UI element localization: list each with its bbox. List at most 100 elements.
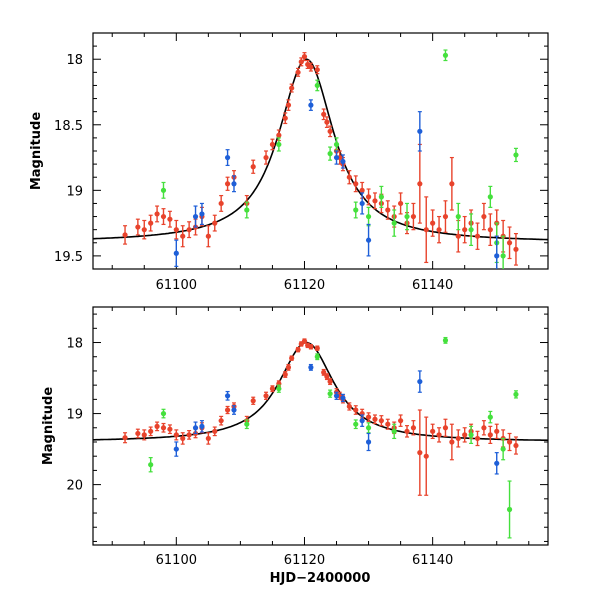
- bottom-red-point: [173, 429, 179, 441]
- top-red-point: [250, 159, 256, 174]
- bottom-blue-point: [308, 363, 314, 371]
- top-panel-marks: 61100 61120 61140 18 18.5 19 19.5: [54, 32, 548, 293]
- top-blue-point: [333, 150, 340, 165]
- bottom-y-tick-label: 19: [66, 408, 83, 423]
- bottom-green-point: [244, 419, 250, 430]
- bottom-red-point: [462, 427, 468, 443]
- bottom-red-point: [327, 378, 333, 386]
- bottom-red-point: [282, 371, 288, 378]
- top-red-point: [154, 205, 160, 223]
- top-green-point: [378, 185, 384, 208]
- bottom-red-point: [160, 422, 167, 433]
- bottom-red-point: [474, 430, 481, 447]
- bottom-red-point: [442, 418, 449, 437]
- bottom-red-point: [506, 432, 513, 452]
- top-red-point: [160, 208, 167, 226]
- bottom-data-layer: [93, 336, 548, 539]
- top-y-tick-label: 19: [66, 184, 83, 199]
- top-green-point: [487, 185, 493, 208]
- top-red-point: [167, 210, 173, 228]
- top-red-point: [410, 202, 417, 231]
- bottom-red-point: [301, 338, 308, 344]
- bottom-red-point: [122, 432, 128, 444]
- top-blue-point: [417, 111, 423, 152]
- top-red-point: [289, 83, 295, 93]
- top-red-point: [186, 221, 192, 239]
- bottom-blue-point: [333, 391, 340, 400]
- bottom-red-point: [324, 373, 330, 381]
- bottom-model-curve: [93, 341, 548, 442]
- bottom-red-point: [487, 425, 493, 445]
- top-green-point: [513, 147, 519, 163]
- top-red-point: [298, 57, 304, 67]
- bottom-y-axis-label: Magnitude: [41, 387, 56, 466]
- top-green-point: [160, 181, 167, 199]
- top-red-point: [462, 215, 468, 244]
- top-blue-point: [494, 235, 500, 269]
- bottom-green-point: [276, 384, 282, 393]
- top-green-point: [244, 201, 250, 219]
- top-red-point: [173, 219, 179, 240]
- top-red-point: [218, 194, 224, 212]
- bottom-red-point: [167, 424, 173, 435]
- bottom-red-point: [250, 396, 256, 405]
- bottom-y-tick-label: 20: [66, 479, 83, 494]
- bottom-red-point: [224, 405, 231, 415]
- top-panel: 61100 61120 61140 18 18.5 19 19.5 Magnitude: [29, 32, 549, 293]
- top-red-point: [417, 143, 423, 224]
- bottom-green-point: [160, 408, 167, 419]
- bottom-red-point: [154, 421, 160, 432]
- top-red-point: [135, 218, 141, 236]
- bottom-red-point: [295, 346, 301, 353]
- top-x-tick-label: 61140: [412, 278, 453, 293]
- top-red-point: [481, 202, 487, 231]
- bottom-red-point: [513, 436, 519, 455]
- bottom-panel-frame: [92, 306, 549, 546]
- bottom-green-point: [353, 419, 359, 430]
- top-red-point: [269, 138, 276, 151]
- bottom-green-point: [506, 480, 513, 539]
- top-blue-point: [173, 239, 179, 267]
- top-red-point: [487, 213, 493, 246]
- bottom-red-point: [372, 414, 378, 425]
- top-red-point: [436, 215, 442, 244]
- top-red-point: [212, 214, 218, 232]
- bottom-green-point: [513, 390, 519, 399]
- top-green-point: [327, 146, 333, 161]
- bottom-red-point: [423, 416, 429, 496]
- top-red-point: [295, 67, 301, 77]
- top-green-point: [365, 206, 372, 227]
- bottom-x-tick-label: 61100: [156, 553, 197, 568]
- top-red-point: [327, 125, 333, 138]
- top-green-point: [468, 213, 474, 246]
- top-y-axis-label: Magnitude: [29, 112, 44, 191]
- bottom-panel-marks: 61100 61120 61140 18 19 20: [66, 307, 548, 568]
- top-y-tick-label: 18.5: [54, 119, 83, 134]
- bottom-blue-point: [192, 421, 199, 435]
- top-red-point: [285, 99, 292, 111]
- top-green-point: [500, 235, 506, 269]
- top-x-tick-label: 61100: [156, 278, 197, 293]
- bottom-red-point: [436, 427, 442, 443]
- bottom-red-point: [417, 409, 423, 496]
- x-axis-label: HJD−2400000: [270, 571, 371, 586]
- top-red-point: [449, 156, 455, 211]
- top-red-point: [141, 219, 147, 240]
- bottom-red-point: [353, 405, 359, 415]
- bottom-blue-point: [173, 441, 179, 457]
- bottom-green-point: [365, 422, 372, 434]
- bottom-red-point: [455, 429, 461, 448]
- bottom-red-point: [449, 423, 455, 461]
- top-green-point: [442, 49, 449, 62]
- bottom-red-point: [430, 423, 436, 440]
- bottom-red-point: [314, 345, 320, 351]
- top-red-point: [308, 62, 314, 72]
- top-blue-point: [308, 99, 314, 111]
- bottom-green-point: [148, 457, 154, 473]
- bottom-red-point: [285, 363, 292, 371]
- bottom-red-point: [289, 355, 295, 361]
- top-red-point: [398, 192, 404, 215]
- bottom-green-point: [487, 410, 493, 424]
- top-red-point: [148, 214, 154, 232]
